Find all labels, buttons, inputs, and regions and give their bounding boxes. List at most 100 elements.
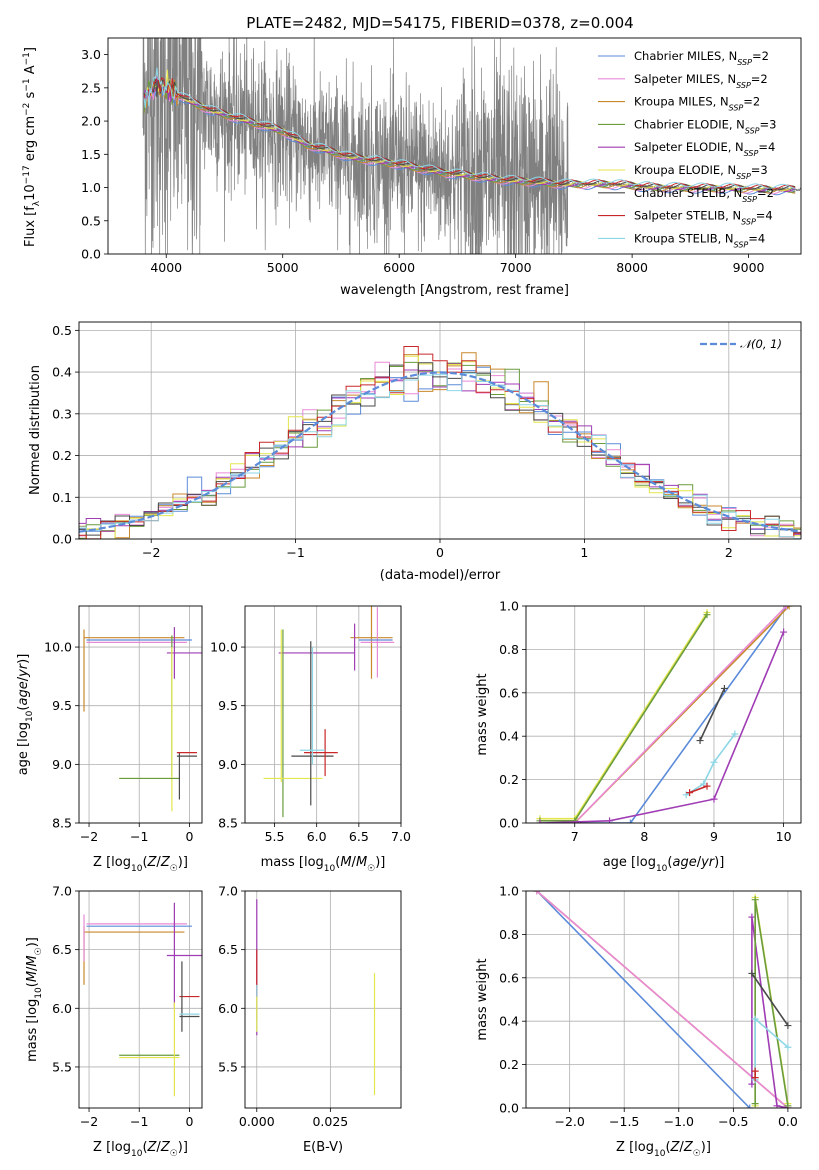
weight-line-1 [536, 891, 789, 1108]
y-tick-label: 0.0 [81, 247, 101, 262]
axes: −2.0 −1.5 −1.0 −0.5 0.0 0.0 0.2 0.4 0.6 0.8 1.0 Z [… [475, 884, 802, 1159]
legend-entry: Kroupa ELODIE, NSSP=3 [634, 163, 768, 181]
y-tick-label: 0.1 [52, 490, 72, 505]
y-tick-label: 2.5 [81, 80, 101, 95]
x-tick-label: 7 [571, 829, 579, 844]
x-tick-label: −1 [130, 1114, 148, 1129]
legend-entry: Kroupa MILES, NSSP=2 [634, 95, 760, 113]
model-spectrum-2 [143, 75, 796, 194]
y-axis-label: Normed distribution [28, 365, 43, 495]
weight-line-3 [539, 614, 708, 822]
y-tick-label: 0.6 [499, 970, 519, 985]
axes-frame [78, 890, 203, 1109]
x-tick-label: 5000 [267, 260, 299, 275]
x-tick-label: 10 [776, 829, 792, 844]
y-axis-label: mass [log10(M/M☉)] [25, 937, 44, 1062]
weight-marker [785, 606, 793, 610]
model-spectrum-4 [143, 76, 796, 192]
axes-frame [525, 605, 802, 824]
x-axis-label: E(B-V) [303, 1140, 343, 1155]
y-tick-label: 0.3 [52, 406, 72, 421]
weight-line-6 [751, 973, 789, 1026]
y-tick-label: 8.5 [52, 816, 72, 831]
weight-marker [751, 1015, 759, 1023]
panel-residuals: −2 −1 0 1 2 0.0 0.1 0.2 0.3 0.4 0.5 𝒩(0, 1) (data-mo… [28, 321, 802, 583]
legend-entry: Salpeter MILES, NSSP=2 [634, 72, 768, 90]
axes: 4000 5000 6000 7000 8000 9000 0.0 0.5 1.0 1.5 2.0 2… [22, 37, 802, 298]
y-tick-label: 0.5 [52, 323, 72, 338]
plot-area [83, 627, 202, 812]
weight-marker [710, 795, 718, 803]
legend-entry: Salpeter STELIB, NSSP=4 [634, 209, 773, 227]
x-tick-label: 0 [436, 545, 444, 560]
weight-line-1 [574, 606, 787, 823]
y-tick-label: 0.8 [499, 642, 519, 657]
legend: Chabrier MILES, NSSP=2 Salpeter MILES, NS… [598, 49, 776, 249]
weight-marker [686, 789, 694, 797]
x-tick-label: 8 [640, 829, 648, 844]
y-tick-label: 10.0 [44, 640, 72, 655]
y-tick-label: 5.5 [52, 1059, 72, 1074]
y-tick-label: 1.5 [81, 147, 101, 162]
weight-marker [748, 969, 756, 977]
weight-marker [746, 1104, 754, 1108]
y-tick-label: 0.4 [499, 729, 519, 744]
weight-marker [751, 1067, 759, 1075]
axes-frame [525, 890, 802, 1109]
normal-reference-curve [79, 371, 799, 533]
y-tick-label: 1.0 [81, 180, 101, 195]
plot-area [533, 891, 792, 1108]
weight-marker [784, 1022, 792, 1030]
weight-marker [533, 891, 541, 895]
weight-line-6 [699, 688, 726, 741]
x-tick-label: 6.5 [349, 829, 369, 844]
weight-line-0 [574, 606, 788, 823]
y-tick-label: 0.5 [81, 213, 101, 228]
panels-layer: 4000 5000 6000 7000 8000 90000.00.51.01.52.02… [16, 37, 802, 1159]
y-tick-label: 6.5 [218, 942, 238, 957]
axes: −2 −1 0 5.5 6.0 6.5 7.0 Z [log10(Z/Z☉)] mass [lo… [25, 884, 203, 1159]
weight-marker [720, 684, 728, 692]
y-tick-label: 1.0 [499, 884, 519, 899]
y-tick-label: 6.0 [52, 1001, 72, 1016]
weight-marker [751, 1074, 759, 1082]
x-axis-label: age [log10(age/yr)] [603, 855, 725, 874]
axes-frame [244, 890, 402, 1109]
y-tick-label: 9.0 [218, 757, 238, 772]
weight-marker [780, 628, 788, 636]
x-tick-label: −1 [130, 829, 148, 844]
x-tick-label: 9 [710, 829, 718, 844]
weight-marker [536, 819, 544, 823]
plot-area [263, 606, 395, 818]
plot-area [536, 606, 793, 823]
weight-marker [784, 1102, 792, 1108]
y-tick-label: 5.5 [218, 1059, 238, 1074]
y-tick-label: 0.8 [499, 927, 519, 942]
x-tick-label: 8000 [616, 260, 648, 275]
axes-frame [107, 37, 802, 255]
x-tick-label: 7000 [500, 260, 532, 275]
legend-entry: 𝒩(0, 1) [740, 337, 782, 351]
x-tick-label: 4000 [150, 260, 182, 275]
y-tick-label: 9.5 [218, 698, 238, 713]
axes-frame [78, 605, 203, 824]
x-tick-label: −2.0 [554, 1114, 584, 1129]
x-axis-label: wavelength [Angstrom, rest frame] [340, 283, 569, 298]
plot-area [142, 38, 801, 254]
y-tick-label: 0.2 [52, 448, 72, 463]
y-tick-label: 0.4 [52, 365, 72, 380]
y-tick-label: 8.5 [218, 816, 238, 831]
legend-entry: Chabrier ELODIE, NSSP=3 [634, 117, 776, 135]
weight-marker [571, 817, 579, 823]
plot-area [83, 902, 202, 1097]
model-spectrum-7 [143, 77, 796, 190]
axes: 5.5 6.0 6.5 7.0 8.5 9.0 9.5 10.0 mass [log10(M/M… [210, 605, 411, 874]
y-axis-label: age [log10(age/yr)] [16, 654, 35, 776]
y-tick-label: 7.0 [52, 884, 72, 899]
weight-marker [696, 737, 704, 745]
y-axis-label: mass weight [475, 673, 490, 755]
y-tick-label: 0.0 [499, 816, 519, 831]
panel-spectrum: 4000 5000 6000 7000 8000 9000 0.0 0.5 1.0 1.5 2.0 2… [22, 37, 802, 298]
legend-entry: Salpeter ELODIE, NSSP=4 [634, 140, 775, 158]
